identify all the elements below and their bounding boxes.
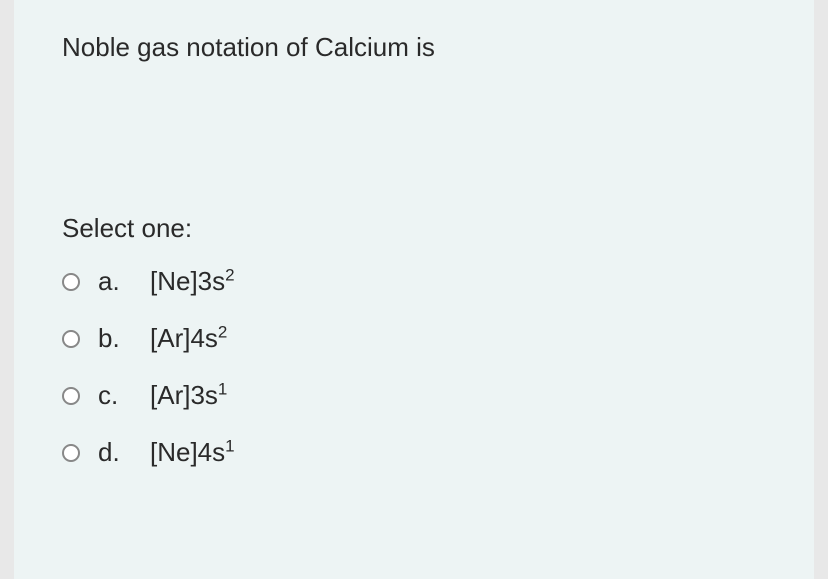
radio-button-b[interactable] — [62, 330, 80, 348]
option-row-b[interactable]: b. [Ar]4s2 — [62, 323, 766, 354]
option-text-d: [Ne]4s1 — [150, 437, 235, 468]
option-super-d: 1 — [225, 436, 234, 455]
radio-button-a[interactable] — [62, 273, 80, 291]
option-super-c: 1 — [218, 379, 227, 398]
select-one-label: Select one: — [62, 213, 766, 244]
radio-button-d[interactable] — [62, 444, 80, 462]
option-text-c: [Ar]3s1 — [150, 380, 227, 411]
option-text-b: [Ar]4s2 — [150, 323, 227, 354]
option-row-d[interactable]: d. [Ne]4s1 — [62, 437, 766, 468]
option-letter-d: d. — [98, 437, 132, 468]
option-base-c: [Ar]3s — [150, 380, 218, 410]
options-list: a. [Ne]3s2 b. [Ar]4s2 c. [Ar]3s1 d. [Ne]… — [62, 266, 766, 468]
option-row-c[interactable]: c. [Ar]3s1 — [62, 380, 766, 411]
option-letter-b: b. — [98, 323, 132, 354]
option-super-a: 2 — [225, 265, 234, 284]
option-letter-c: c. — [98, 380, 132, 411]
option-base-b: [Ar]4s — [150, 323, 218, 353]
option-letter-a: a. — [98, 266, 132, 297]
question-text: Noble gas notation of Calcium is — [62, 32, 766, 63]
option-super-b: 2 — [218, 322, 227, 341]
option-base-a: [Ne]3s — [150, 266, 225, 296]
option-base-d: [Ne]4s — [150, 437, 225, 467]
radio-button-c[interactable] — [62, 387, 80, 405]
question-card: Noble gas notation of Calcium is Select … — [14, 0, 814, 579]
option-text-a: [Ne]3s2 — [150, 266, 235, 297]
option-row-a[interactable]: a. [Ne]3s2 — [62, 266, 766, 297]
